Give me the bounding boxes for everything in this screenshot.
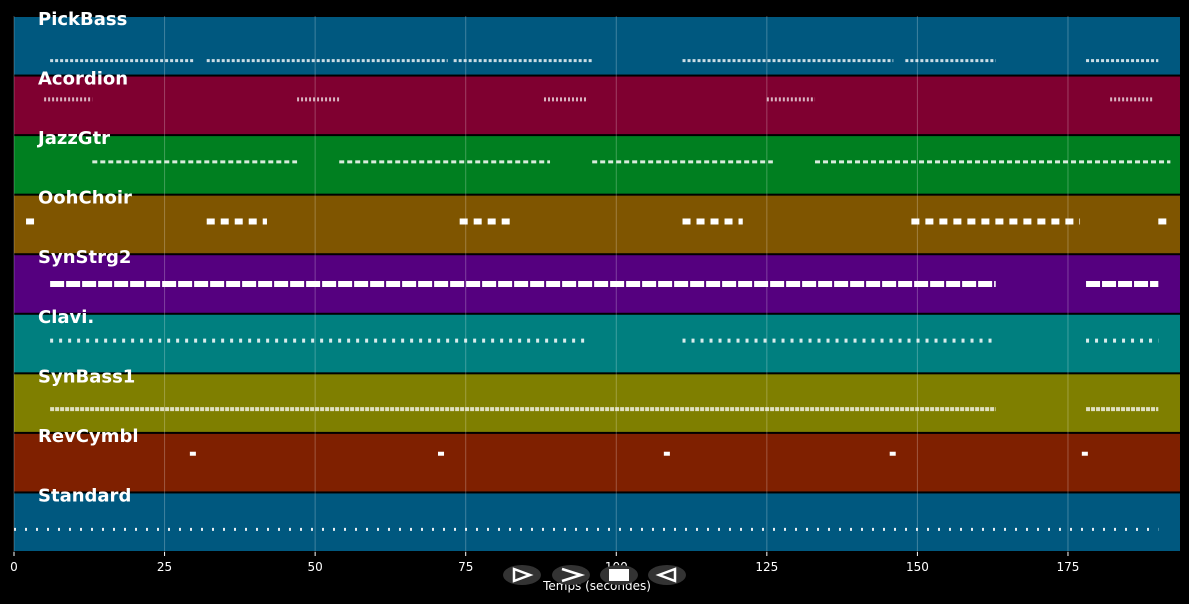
track-label: PickBass <box>38 9 127 30</box>
x-tick-label: 75 <box>458 560 473 574</box>
track-background <box>14 314 1180 373</box>
track-background <box>14 433 1180 492</box>
forward-icon <box>561 567 586 583</box>
track-label: SynStrg2 <box>38 247 131 268</box>
x-tick-label: 125 <box>755 560 778 574</box>
back-button[interactable] <box>648 565 686 585</box>
track-label: Clavi. <box>38 307 94 328</box>
play-button[interactable] <box>503 565 541 585</box>
button-bg[interactable] <box>503 565 541 585</box>
track-label: Standard <box>38 485 131 506</box>
plot: PickBass Acordion JazzGtr OohChoir SynStrg2 C… <box>10 9 1180 574</box>
x-tick-label: 175 <box>1057 560 1080 574</box>
track-label: Acordion <box>38 69 128 90</box>
forward-button[interactable] <box>552 565 590 585</box>
track-background <box>14 195 1180 254</box>
track-background <box>14 493 1180 551</box>
track-label: JazzGtr <box>36 128 110 149</box>
stop-button[interactable] <box>600 565 638 585</box>
track-label: SynBass1 <box>38 366 135 387</box>
x-tick-label: 150 <box>906 560 929 574</box>
controls <box>503 565 686 585</box>
x-tick-label: 25 <box>157 560 172 574</box>
x-tick-label: 0 <box>10 560 18 574</box>
track-label: RevCymbl <box>38 426 139 447</box>
track-background <box>14 17 1180 75</box>
track-background <box>14 136 1180 194</box>
stop-icon <box>609 569 629 581</box>
track-background <box>14 76 1180 135</box>
button-bg[interactable] <box>552 565 590 585</box>
play-icon <box>512 567 534 583</box>
back-icon <box>655 567 677 583</box>
button-bg[interactable] <box>648 565 686 585</box>
x-tick-label: 50 <box>307 560 322 574</box>
track-label: OohChoir <box>38 188 132 209</box>
track-background <box>14 374 1180 432</box>
